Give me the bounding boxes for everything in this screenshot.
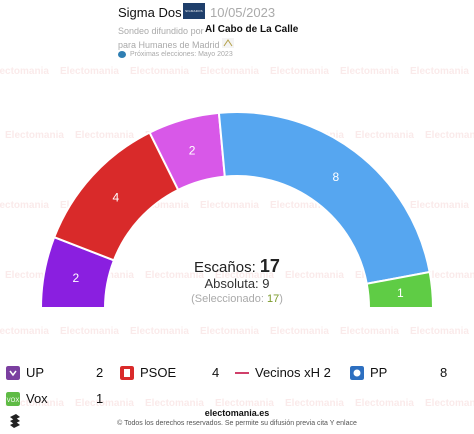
segment-seat-label: 8: [332, 170, 339, 184]
legend-seats: 4: [212, 365, 220, 380]
pp-icon: [350, 366, 364, 380]
watermark-text: Electomania: [145, 398, 204, 409]
watermark-text: Electomania: [0, 66, 49, 77]
watermark-text: Electomania: [0, 200, 49, 211]
selected-seats: (Seleccionado: 17): [191, 293, 283, 305]
watermark-text: Electomania: [355, 130, 414, 141]
vecinos-icon: [235, 372, 249, 374]
watermark-text: Electomania: [200, 66, 259, 77]
watermark-text: Electomania: [270, 326, 329, 337]
legend-seats: 1: [96, 391, 104, 406]
watermark-text: Electomania: [5, 398, 64, 409]
legend-label: PSOE: [140, 365, 177, 380]
segment-seat-label: 1: [397, 286, 404, 300]
majority-label: Absoluta: 9: [204, 276, 270, 291]
footer-site[interactable]: electomania.es: [204, 408, 270, 418]
client-name: Al Cabo de La Calle: [205, 24, 299, 35]
watermark-text: Electomania: [270, 66, 329, 77]
legend-label: UP: [26, 365, 45, 380]
seats-label: Escaños:: [194, 259, 256, 276]
legend-item-up[interactable]: UP 2: [6, 365, 106, 382]
watermark-text: Electomania: [285, 270, 344, 281]
watermark-text: Electomania: [200, 200, 259, 211]
watermark-text: Electomania: [5, 130, 64, 141]
legend-label: Vox: [26, 391, 48, 406]
selected-seats-value: 17: [266, 293, 280, 305]
electomania-logo-icon: [10, 414, 20, 428]
hemicycle-segment[interactable]: [365, 270, 435, 309]
ballot-box-icon: [118, 51, 126, 58]
pollster-logo: SIGMADOS: [183, 3, 205, 19]
watermark-text: Electomania: [410, 326, 469, 337]
watermark-text: Electomania: [270, 200, 329, 211]
psoe-icon: [120, 366, 134, 380]
municipality-label: para Humanes de Madrid: [118, 40, 220, 50]
watermark-text: Electomania: [145, 270, 204, 281]
watermark-text: Electomania: [215, 398, 274, 409]
legend-seats: 8: [440, 365, 448, 380]
watermark-text: Electomania: [215, 270, 274, 281]
watermark-text: Electomania: [75, 398, 134, 409]
vox-icon: VOX: [6, 392, 20, 406]
poll-date: 10/05/2023: [210, 5, 276, 20]
segment-seat-label: 2: [72, 271, 79, 285]
watermark-text: Electomania: [340, 326, 399, 337]
watermark-text: Electomania: [425, 270, 474, 281]
legend-seats: 2: [96, 365, 104, 380]
watermark-text: Electomania: [425, 398, 474, 409]
legend-item-vox[interactable]: VOX Vox 1: [6, 391, 106, 408]
watermark-text: Electomania: [75, 130, 134, 141]
watermark-text: Electomania: [340, 66, 399, 77]
seats-total: Escaños: 17: [0, 256, 474, 277]
broadcast-label: Sondeo difundido por: [118, 26, 204, 36]
watermark-text: Electomania: [425, 130, 474, 141]
legend-label: PP: [370, 365, 388, 380]
pollster-name: Sigma Dos: [118, 5, 182, 20]
svg-text:VOX: VOX: [7, 398, 20, 404]
footer-rights: © Todos los derechos reservados. Se perm…: [117, 420, 357, 427]
watermark-text: Electomania: [0, 326, 49, 337]
municipality-flag-icon: [222, 38, 234, 48]
legend-label: Vecinos xH 2: [255, 365, 331, 380]
watermark-text: Electomania: [410, 200, 469, 211]
watermark-text: Electomania: [60, 326, 119, 337]
watermark-text: Electomania: [5, 270, 64, 281]
seats-total-value: 17: [259, 256, 280, 276]
watermark-text: Electomania: [130, 66, 189, 77]
segment-seat-label: 2: [189, 143, 196, 157]
watermark-text: Electomania: [60, 66, 119, 77]
watermark-text: Electomania: [285, 398, 344, 409]
legend-item-pp[interactable]: PP 8: [350, 365, 450, 382]
watermark-text: Electomania: [130, 200, 189, 211]
watermark-text: Electomania: [130, 326, 189, 337]
watermark-text: Electomania: [410, 66, 469, 77]
watermark-text: Electomania: [355, 398, 414, 409]
segment-seat-label: 4: [112, 191, 119, 205]
up-icon: [6, 366, 20, 380]
next-elections-label: Próximas elecciones: Mayo 2023: [130, 51, 233, 58]
legend-item-vecinos[interactable]: Vecinos xH 2: [235, 365, 345, 382]
watermark-text: Electomania: [200, 326, 259, 337]
legend-item-psoe[interactable]: PSOE 4: [120, 365, 225, 382]
